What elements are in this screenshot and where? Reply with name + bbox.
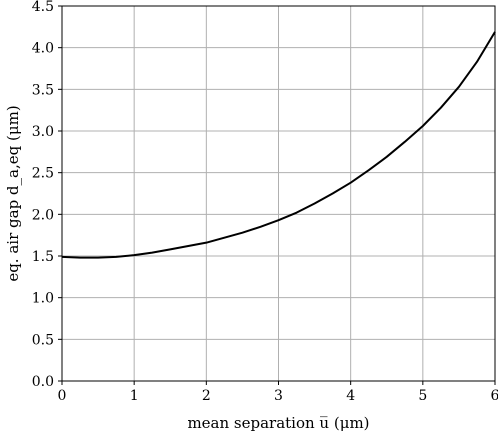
x-tick-label: 3 xyxy=(274,388,283,404)
y-tick-label: 4.5 xyxy=(32,0,54,15)
y-tick-label: 2.5 xyxy=(32,166,54,182)
ticks xyxy=(58,5,496,385)
x-tick-label: 1 xyxy=(130,388,139,404)
plot-frame xyxy=(61,5,496,382)
y-axis-label: eq. air gap d_a,eq (μm) xyxy=(4,105,22,281)
x-tick-label: 0 xyxy=(58,388,67,404)
y-tick-label: 0.5 xyxy=(32,332,54,348)
series-layer xyxy=(61,31,496,259)
y-tick-label: 3.0 xyxy=(32,124,54,140)
y-tick-label: 1.5 xyxy=(32,249,54,265)
y-tick-label: 0.0 xyxy=(32,374,54,390)
tick-labels: 0 1 2 3 4 5 6 0.0 0.5 1.0 1.5 2.0 2.5 3.0 3.5 4.0 4.5 xyxy=(32,0,498,404)
x-tick-label: 2 xyxy=(202,388,211,404)
grid xyxy=(61,5,496,382)
x-tick-label: 5 xyxy=(418,388,427,404)
y-tick-label: 2.0 xyxy=(32,207,54,223)
y-tick-label: 3.5 xyxy=(32,82,54,98)
y-tick-label: 1.0 xyxy=(32,291,54,307)
x-tick-label: 4 xyxy=(346,388,355,404)
x-tick-label: 6 xyxy=(491,388,498,404)
y-tick-label: 4.0 xyxy=(32,41,54,57)
series-line xyxy=(61,31,496,259)
x-axis-label: mean separation u̅ (μm) xyxy=(187,414,369,432)
